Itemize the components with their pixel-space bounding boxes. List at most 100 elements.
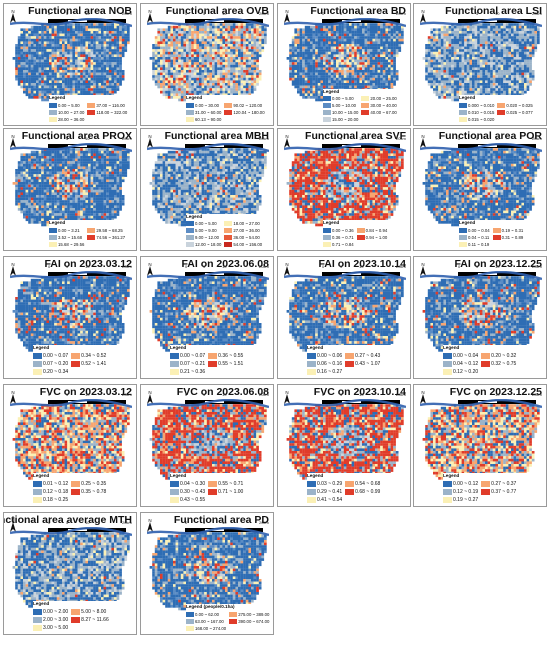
legend-entry: 0.015 ~ 0.020 (459, 116, 494, 122)
panel-title: Functional area SVF (305, 130, 406, 142)
legend-label: 28.00 ~ 36.00 (58, 117, 84, 122)
panel-title: Functional area MBH (165, 130, 269, 142)
legend-entry: 0.12 ~ 0.18 (33, 488, 68, 495)
legend-label: 0.94 ~ 1.00 (366, 235, 388, 240)
legend-entry: 31.00 ~ 60.00 (186, 109, 221, 115)
scale-label: 10 (359, 136, 363, 141)
scale-label: 20km (396, 264, 406, 269)
scale-label: 10 (495, 392, 499, 397)
legend-swatch (443, 360, 452, 367)
legend-swatch (443, 480, 452, 487)
legend-swatch (345, 352, 355, 359)
legend-label: 0.07 ~ 0.20 (43, 361, 68, 367)
legend-label: 0.01 ~ 0.12 (43, 481, 68, 487)
legend-swatch (307, 488, 316, 495)
legend-label: 0.015 ~ 0.020 (468, 117, 494, 122)
legend-entry: 0.68 ~ 0.99 (345, 488, 380, 495)
north-arrow-icon: N (147, 134, 153, 148)
legend-entry: 0.25 ~ 0.35 (71, 480, 106, 487)
scale-label: 5 (203, 11, 205, 16)
scale-label: 10 (222, 136, 226, 141)
north-arrow-icon: N (147, 262, 153, 276)
legend-swatch (229, 611, 238, 617)
panel-title: FAI on 2023.06.08 (181, 258, 269, 270)
panel-title: Functional area LSI (445, 5, 542, 17)
legend-entry: 0.07 ~ 0.20 (33, 360, 68, 367)
scale-label: 0 (458, 264, 460, 269)
legend-label: 0.00 ~ 0.04 (468, 228, 490, 233)
legend-swatch (49, 102, 57, 108)
legend-label: 31.00 ~ 60.00 (195, 110, 221, 115)
scale-label: 0 (48, 264, 50, 269)
legend-label: 0.00 ~ 30.00 (195, 103, 219, 108)
scale-label: 0 (458, 11, 460, 16)
legend-swatch (71, 608, 81, 615)
legend-label: 3.00 ~ 5.00 (43, 625, 68, 631)
legend-swatch (33, 616, 42, 623)
legend-swatch (186, 220, 194, 226)
legend-label: 0.37 ~ 0.77 (491, 489, 516, 495)
scale-label: 5 (203, 392, 205, 397)
scale-label: 5 (340, 392, 342, 397)
scale-label: 10 (359, 392, 363, 397)
legend-swatch (345, 480, 355, 487)
scale-label: 5 (340, 136, 342, 141)
svg-text:N: N (421, 9, 424, 14)
north-arrow-icon: N (284, 134, 290, 148)
legend-swatch (459, 227, 467, 233)
choropleth-map (420, 18, 542, 102)
legend-label: 0.36 ~ 0.71 (332, 235, 354, 240)
north-arrow-icon: N (284, 390, 290, 404)
legend-label: 10.00 ~ 15.00 (332, 110, 358, 115)
panel-title: Functional area PROX (22, 130, 132, 142)
map-panel: FVC on 2023.06.08 N 0 5 10 20km Legend 0.04 ~ 0… (140, 384, 274, 507)
scale-label: 20km (259, 11, 269, 16)
legend-label: 0.00 ~ 5.00 (195, 221, 217, 226)
legend-entry: 10.00 ~ 27.00 (49, 109, 84, 115)
north-arrow-icon: N (420, 134, 426, 148)
scale-label: 20km (532, 136, 542, 141)
legend-label: 5.00 ~ 9.00 (195, 228, 217, 233)
legend-label: 0.41 ~ 0.54 (317, 497, 342, 503)
legend-title: Legend (459, 220, 475, 225)
legend-title: Legend (33, 473, 49, 478)
legend-label: 0.20 ~ 0.32 (491, 353, 516, 359)
legend-entry: 0.54 ~ 0.68 (345, 480, 380, 487)
map-legend: Legend 0.00 ~ 0.12 0.12 ~ 0.19 0.19 ~ 0.27 0… (443, 473, 543, 503)
legend-entry: 3.52 ~ 15.68 (49, 234, 84, 240)
legend-entry: 0.43 ~ 0.55 (170, 496, 205, 503)
legend-swatch (481, 480, 491, 487)
legend-swatch (459, 241, 467, 247)
legend-entry: 10.00 ~ 15.00 (323, 109, 358, 115)
legend-swatch (356, 227, 365, 233)
map-legend: Legend 0.04 ~ 0.30 0.30 ~ 0.43 0.43 ~ 0.55 0… (170, 473, 270, 503)
map-legend: Legend 0.00 ~ 5.00 5.00 ~ 10.00 10.00 ~ 15.… (323, 89, 407, 122)
legend-label: 54.00 ~ 156.00 (233, 242, 262, 247)
legend-title: Legend (186, 95, 202, 100)
legend-entry: 29.58 ~ 68.25 (87, 227, 125, 233)
scale-label: 20km (122, 392, 132, 397)
scale-label: 0 (48, 11, 50, 16)
scale-label: 0 (458, 136, 460, 141)
legend-label: 20.00 ~ 25.00 (370, 96, 396, 101)
legend-swatch (33, 360, 42, 367)
legend-swatch (497, 102, 506, 108)
legend-entry: 0.010 ~ 0.015 (459, 109, 494, 115)
legend-title: Legend (307, 345, 323, 350)
legend-label: 0.00 ~ 0.06 (317, 353, 342, 359)
legend-swatch (186, 109, 194, 115)
choropleth-map (147, 399, 269, 483)
scale-label: 0 (185, 11, 187, 16)
scale-label: 20km (532, 392, 542, 397)
legend-swatch (481, 488, 491, 495)
scale-label: 5 (476, 264, 478, 269)
legend-title: Legend (443, 345, 459, 350)
panel-title: Functional area OVB (166, 5, 269, 17)
legend-label: 0.00 ~ 0.07 (180, 353, 205, 359)
legend-swatch (87, 234, 96, 240)
north-arrow-icon: N (147, 390, 153, 404)
legend-entry: 0.00 ~ 0.06 (307, 352, 342, 359)
legend-label: 2.00 ~ 3.00 (43, 617, 68, 623)
scale-label: 20km (259, 136, 269, 141)
